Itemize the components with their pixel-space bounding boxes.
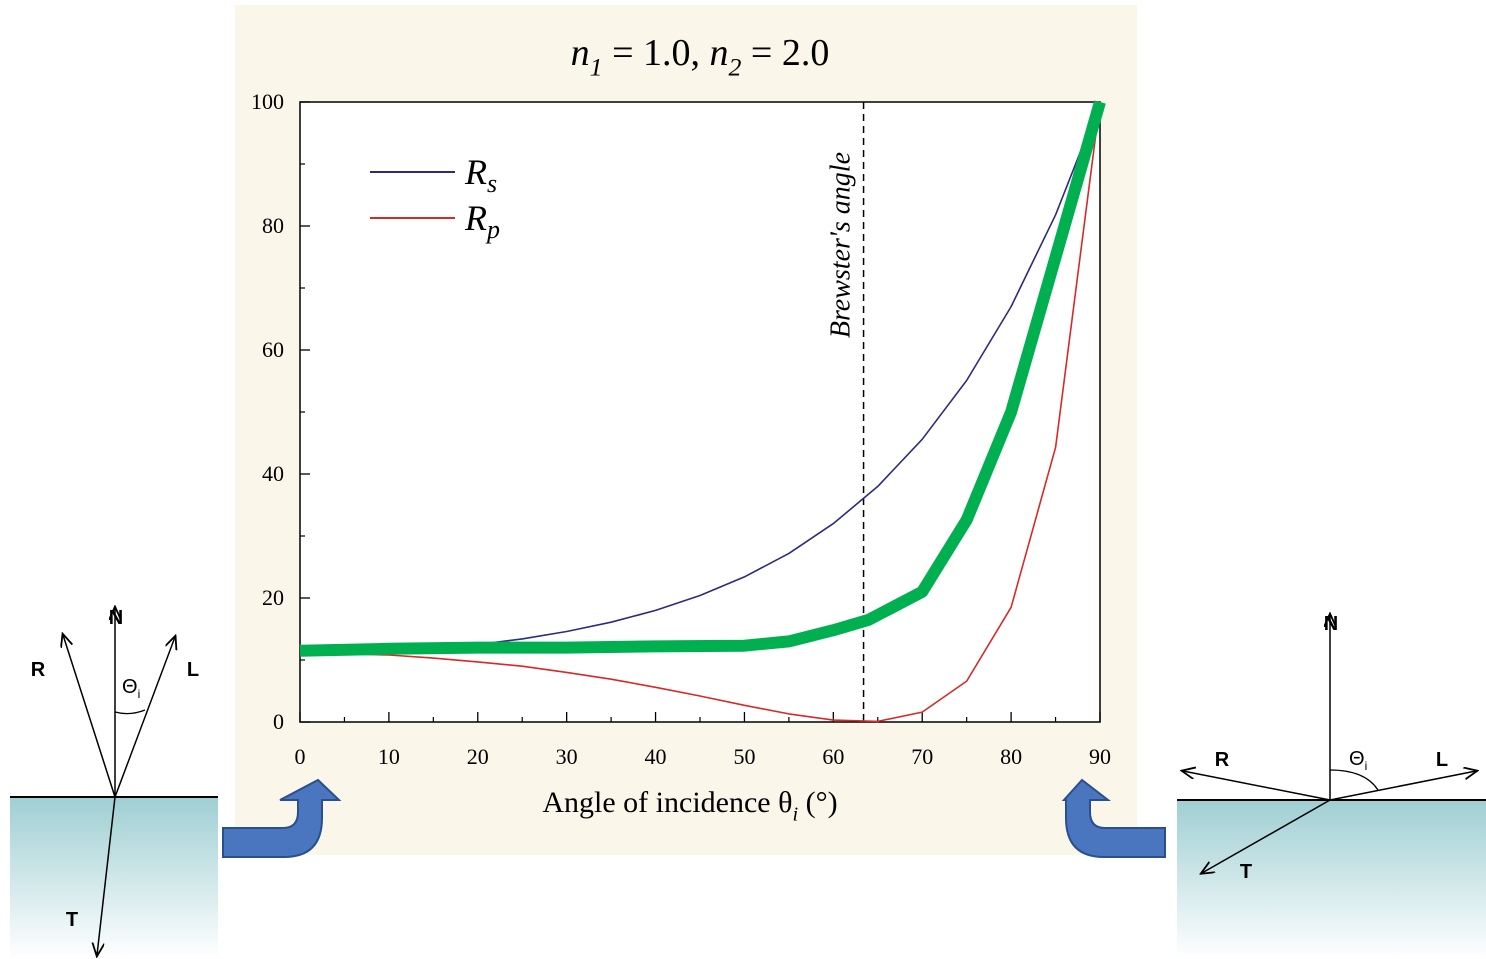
plot-frame	[299, 101, 1101, 723]
x-tick-label: 10	[378, 744, 400, 769]
theta: Θ	[1349, 748, 1365, 770]
x-tick-label: 70	[911, 744, 933, 769]
label-r: R	[1215, 749, 1230, 771]
y-tick-label: 20	[262, 585, 284, 610]
theta-label: Θi	[122, 676, 140, 701]
x-tick-label: 30	[556, 744, 578, 769]
reflected-arrow	[63, 635, 116, 798]
transmitted-arrow	[97, 796, 116, 955]
label-t: T	[1240, 861, 1252, 883]
angle-arc	[114, 709, 146, 715]
x-axis-label: Angle of incidence θi (°)	[542, 786, 837, 825]
label-t: T	[66, 909, 78, 931]
water	[10, 797, 218, 959]
y-tick-label: 80	[262, 213, 284, 238]
chart-title-part: = 2.0	[741, 32, 829, 74]
label-l: L	[187, 659, 199, 681]
legend-label: Rp	[464, 198, 500, 244]
theta-sub: i	[138, 687, 141, 701]
legend-label: Rs	[464, 152, 497, 198]
x-tick-label: 20	[467, 744, 489, 769]
turn-arrow	[1061, 778, 1166, 858]
angle-arc	[1329, 769, 1379, 791]
label-n: N	[1324, 613, 1338, 635]
x-tick-label: 0	[295, 744, 306, 769]
x-axis-label-part: (°)	[798, 786, 837, 819]
x-axis-label-part: i	[792, 803, 798, 825]
x-tick-label: 50	[733, 744, 755, 769]
incident-arrow	[1329, 771, 1476, 801]
y-tick-label: 0	[273, 709, 284, 734]
x-tick-label: 90	[1089, 744, 1111, 769]
label-n: N	[109, 607, 123, 629]
right-diagram: N R L T Θi	[1177, 613, 1486, 959]
chart-title-part: 2	[729, 53, 742, 82]
theta-label: Θi	[1349, 748, 1367, 773]
chart-title-part: n	[710, 32, 729, 74]
reflected-arrow	[1183, 771, 1331, 801]
left-diagram: N R L T Θi	[10, 607, 218, 959]
x-tick-label: 40	[645, 744, 667, 769]
x-tick-label: 60	[822, 744, 844, 769]
y-tick-label: 100	[251, 89, 284, 114]
incident-arrow	[114, 637, 175, 798]
chart-title-part: n	[571, 32, 590, 74]
x-axis-label-part: Angle of incidence θ	[542, 786, 792, 819]
chart-title-part: 1	[590, 53, 603, 82]
theta: Θ	[122, 676, 138, 698]
label-r: R	[31, 659, 46, 681]
turn-arrow	[222, 778, 342, 858]
annotation-label: Brewster's angle	[826, 152, 857, 338]
y-tick-label: 60	[262, 337, 284, 362]
series-line	[299, 100, 1106, 657]
x-tick-label: 80	[1000, 744, 1022, 769]
chart-title: n1 = 1.0, n2 = 2.0	[571, 32, 830, 82]
series-line	[299, 101, 1101, 723]
transmitted-arrow	[1202, 799, 1331, 873]
label-l: L	[1436, 749, 1448, 771]
y-tick-label: 40	[262, 461, 284, 486]
water	[1177, 800, 1486, 959]
theta-sub: i	[1365, 759, 1368, 773]
chart-title-part: = 1.0,	[603, 32, 710, 74]
